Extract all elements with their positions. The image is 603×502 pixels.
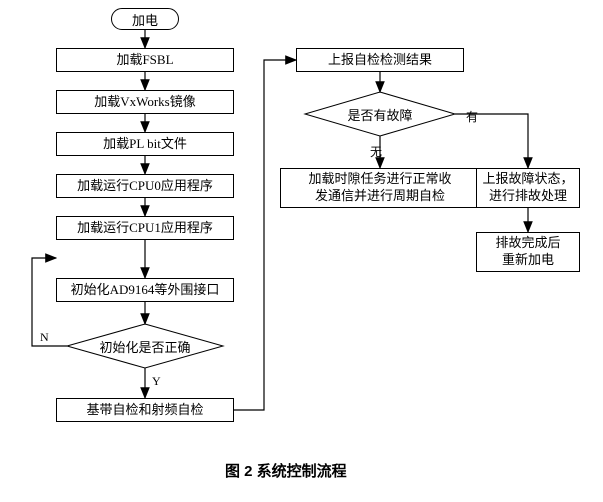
node-load-cpu1: 加载运行CPU1应用程序 — [56, 216, 234, 240]
decision-init-ok: 初始化是否正确 — [67, 324, 223, 368]
node-selfcheck: 基带自检和射频自检 — [56, 398, 234, 422]
edge-label-d2-yes: 有 — [466, 108, 478, 125]
node-repower: 排故完成后重新加电 — [476, 232, 580, 272]
label: 基带自检和射频自检 — [86, 402, 203, 419]
node-report-fault: 上报故障状态，进行排故处理 — [476, 168, 580, 208]
node-load-plbit: 加载PL bit文件 — [56, 132, 234, 156]
label: 排故完成后重新加电 — [495, 235, 560, 269]
node-start: 加电 — [111, 8, 179, 30]
label: 加载PL bit文件 — [103, 136, 187, 153]
edge-label-d1-no: N — [40, 330, 49, 345]
label: 加载运行CPU1应用程序 — [77, 220, 213, 237]
label: 是否有故障 — [347, 105, 412, 124]
node-load-vxworks: 加载VxWorks镜像 — [56, 90, 234, 114]
node-init-ad9164: 初始化AD9164等外围接口 — [56, 278, 234, 302]
node-load-cpu0: 加载运行CPU0应用程序 — [56, 174, 234, 198]
label: 加载运行CPU0应用程序 — [77, 178, 213, 195]
node-load-fsbl: 加载FSBL — [56, 48, 234, 72]
edge-label-d2-no: 无 — [370, 143, 382, 160]
node-start-label: 加电 — [132, 10, 158, 29]
figure-caption: 图 2 系统控制流程 — [225, 460, 347, 481]
label: 上报故障状态，进行排故处理 — [482, 171, 573, 205]
label: 加载时隙任务进行正常收发通信并进行周期自检 — [308, 171, 451, 205]
label: 初始化是否正确 — [99, 337, 190, 356]
label: 加载VxWorks镜像 — [94, 94, 196, 111]
node-report-result: 上报自检检测结果 — [296, 48, 464, 72]
label: 初始化AD9164等外围接口 — [71, 282, 220, 299]
decision-has-fault: 是否有故障 — [305, 92, 455, 136]
node-normal-comm: 加载时隙任务进行正常收发通信并进行周期自检 — [280, 168, 480, 208]
label: 加载FSBL — [116, 52, 173, 69]
edge-label-d1-yes: Y — [152, 374, 161, 389]
label: 上报自检检测结果 — [328, 52, 432, 69]
